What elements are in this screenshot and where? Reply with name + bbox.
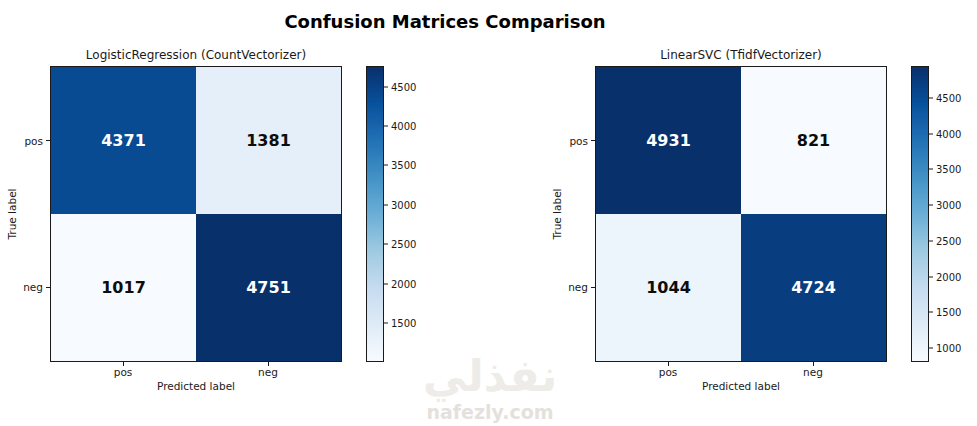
colorbar-tick-mark [384, 283, 388, 284]
matrix-cell-true-neg-pred-pos: 1017 [51, 214, 196, 361]
colorbar-tick-mark [929, 348, 933, 349]
heatmap-matrix: 4371 1381 1017 4751 [50, 66, 342, 362]
matrix-cell-true-pos-pred-neg: 821 [741, 67, 886, 214]
colorbar-tick-label: 3500 [391, 160, 416, 171]
colorbar-tick-mark [384, 86, 388, 87]
matrix-cell-true-neg-pred-pos: 1044 [596, 214, 741, 361]
colorbar-tick-label: 2500 [391, 239, 416, 250]
y-tick-label-neg: neg [0, 281, 43, 293]
colorbar [366, 66, 384, 362]
colorbar-tick-mark [384, 322, 388, 323]
x-axis-label: Predicted label [51, 380, 341, 392]
colorbar-tick-mark [929, 276, 933, 277]
colorbar-tick-label: 4500 [391, 81, 416, 92]
colorbar-tick-mark [384, 204, 388, 205]
colorbar-ticks: 1000 1500 2000 2500 3000 3500 4000 4500 [929, 0, 977, 426]
figure: Confusion Matrices Comparison LogisticRe… [0, 0, 977, 426]
x-tick-label-neg: neg [773, 366, 853, 378]
x-tick-label-neg: neg [228, 366, 308, 378]
colorbar-tick-label: 3500 [936, 164, 961, 175]
watermark-logo: نفذلي [400, 352, 580, 400]
panel-logistic-regression: LogisticRegression (CountVectorizer) Tru… [0, 0, 432, 426]
matrix-cell-true-neg-pred-neg: 4724 [741, 214, 886, 361]
colorbar-tick-mark [929, 97, 933, 98]
watermark-site-text: nafezly.com [400, 401, 580, 423]
panel-linear-svc: LinearSVC (TfidfVectorizer) True label p… [545, 0, 977, 426]
colorbar-tick-mark [384, 165, 388, 166]
colorbar-tick-label: 4000 [391, 121, 416, 132]
colorbar-tick-mark [929, 133, 933, 134]
colorbar-tick-label: 1500 [936, 307, 961, 318]
colorbar-tick-label: 2000 [391, 278, 416, 289]
subplot-title: LinearSVC (TfidfVectorizer) [596, 48, 886, 62]
colorbar-tick-label: 4000 [936, 128, 961, 139]
colorbar-tick-label: 2000 [936, 271, 961, 282]
x-axis-label: Predicted label [596, 380, 886, 392]
matrix-cell-true-pos-pred-neg: 1381 [196, 67, 341, 214]
matrix-cell-true-pos-pred-pos: 4371 [51, 67, 196, 214]
colorbar-tick-label: 4500 [936, 92, 961, 103]
x-tick-label-pos: pos [83, 366, 163, 378]
colorbar-tick-mark [929, 240, 933, 241]
y-tick-label-pos: pos [545, 135, 588, 147]
colorbar-tick-mark [929, 312, 933, 313]
y-axis-label: True label [6, 188, 18, 239]
colorbar-tick-mark [929, 205, 933, 206]
subplot-title: LogisticRegression (CountVectorizer) [51, 48, 341, 62]
colorbar-tick-mark [929, 169, 933, 170]
colorbar-tick-label: 3000 [391, 199, 416, 210]
colorbar-tick-label: 1000 [936, 343, 961, 354]
y-axis-label: True label [551, 188, 563, 239]
colorbar-tick-label: 3000 [936, 200, 961, 211]
colorbar-tick-label: 1500 [391, 317, 416, 328]
colorbar-tick-mark [384, 126, 388, 127]
heatmap-matrix: 4931 821 1044 4724 [595, 66, 887, 362]
colorbar-tick-label: 2500 [936, 235, 961, 246]
colorbar [911, 66, 929, 362]
x-tick-label-pos: pos [628, 366, 708, 378]
colorbar-tick-mark [384, 244, 388, 245]
y-tick-label-pos: pos [0, 135, 43, 147]
matrix-cell-true-neg-pred-neg: 4751 [196, 214, 341, 361]
y-tick-label-neg: neg [545, 281, 588, 293]
matrix-cell-true-pos-pred-pos: 4931 [596, 67, 741, 214]
